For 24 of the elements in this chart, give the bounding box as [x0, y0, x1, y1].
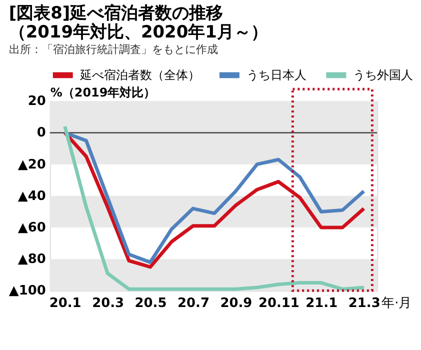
text: 出所：「宿泊旅行統計調査」をもとに作成 — [8, 43, 218, 56]
y-tick-label: 20 — [28, 94, 46, 110]
y-tick-label: ▲40 — [18, 188, 46, 204]
y-tick-label: ▲80 — [18, 252, 46, 268]
y-tick-label: ▲60 — [18, 220, 46, 236]
x-tick-label: 21.3 — [348, 296, 380, 312]
legend-label: 延べ宿泊者数（全体） — [78, 68, 200, 82]
x-tick-label: 20.11 — [258, 296, 300, 312]
y-tick-label: ▲100 — [8, 284, 46, 299]
x-tick-label: 20.5 — [134, 296, 167, 312]
chart-title: [図表8]延べ宿泊者数の推移 — [8, 2, 224, 22]
x-tick-label: 20.1 — [49, 296, 82, 312]
y-axis-title: %（2019年対比） — [50, 86, 156, 100]
chart-subtitle: （2019年対比、2020年1月～） — [8, 21, 268, 42]
x-tick-label: 21.1 — [306, 296, 338, 312]
y-tick-label: 0 — [36, 126, 46, 141]
line-series — [63, 124, 366, 291]
x-tick-label: 20.9 — [220, 296, 252, 312]
x-axis-title: 年·月 — [382, 296, 412, 312]
x-tick-label: 20.3 — [92, 296, 124, 312]
x-tick-label: 20.7 — [178, 296, 210, 312]
legend-label: うち日本人 — [246, 68, 306, 82]
legend-label: うち外国人 — [353, 68, 414, 82]
y-tick-label: ▲20 — [18, 157, 46, 172]
